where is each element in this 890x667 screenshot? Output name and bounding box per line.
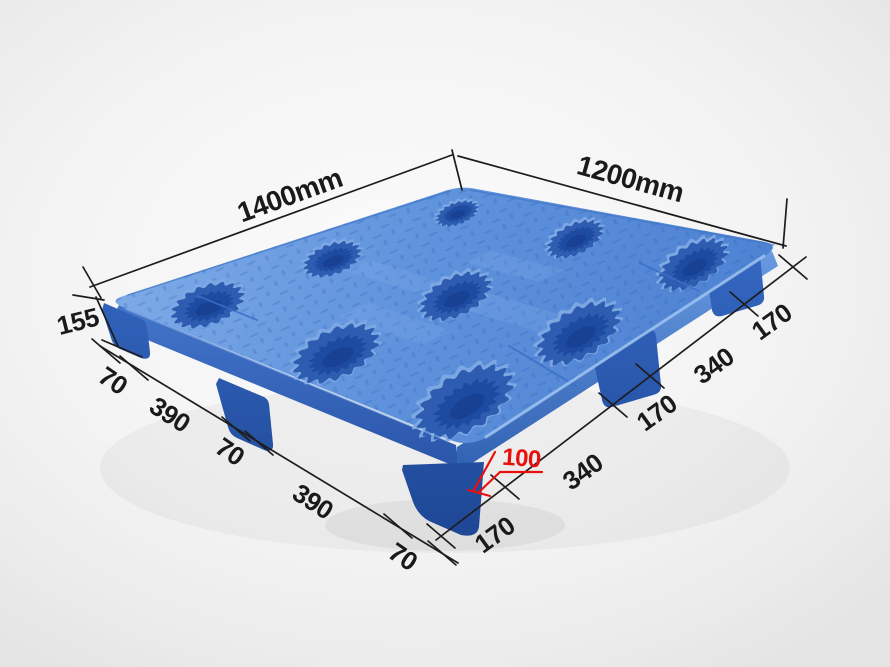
label-right-seg-340b: 340: [688, 341, 740, 390]
cup-floor: [322, 255, 344, 268]
dim-tick: [778, 254, 808, 280]
pallet-cup: [410, 359, 517, 442]
label-length-1400: 1400mm: [233, 162, 346, 228]
pallet-cup: [532, 297, 624, 368]
edge-line-far-right: [469, 189, 775, 246]
pallet-foot-left-corner: [102, 303, 151, 359]
cup-floor: [449, 393, 485, 420]
cup-floor: [195, 300, 223, 316]
pallet-foot-left-middle: [216, 378, 274, 451]
red-base-tick: [466, 488, 492, 498]
deck-edge-highlights: [125, 189, 775, 441]
pallet-cup: [416, 267, 494, 323]
cup-floor: [322, 347, 354, 368]
pallet-cup: [167, 278, 247, 330]
cup-floor: [566, 326, 596, 348]
edge-highlight-right: [484, 254, 766, 439]
dim-tick: [244, 430, 274, 456]
deck-groove: [508, 345, 577, 387]
deck-runner-patch: [343, 260, 443, 293]
dim-line-1200: [457, 155, 787, 247]
dim-line-1400: [89, 154, 453, 288]
pallet-wall-left: [116, 305, 459, 468]
dim-tick-1200-end: [782, 198, 788, 249]
dim-tick: [427, 540, 457, 566]
label-width-1200: 1200mm: [574, 149, 687, 208]
label-height-155: 155: [54, 302, 102, 341]
label-foot-height-100: 100: [501, 444, 541, 474]
dim-tick: [729, 291, 759, 317]
edge-highlight-left: [125, 308, 447, 441]
dim-tick: [119, 355, 149, 381]
edge-line-far-left: [127, 190, 451, 296]
dim-tick: [383, 513, 413, 539]
pallet-cup: [300, 237, 364, 279]
deck-runner-patch: [465, 250, 565, 282]
dim-tick-155-top: [72, 294, 105, 301]
dim-tick-155-bottom: [101, 339, 143, 358]
dim-tick: [598, 392, 628, 418]
red-leader-line: [477, 470, 502, 494]
dim-tick: [490, 474, 520, 500]
pallet-cup: [655, 234, 730, 293]
dim-tick-1400-end: [82, 266, 102, 299]
dim-tick: [91, 338, 121, 364]
cup-floor: [682, 258, 708, 277]
cup-floor: [449, 210, 466, 219]
pallet-cups: [167, 197, 730, 442]
pallet-cup: [289, 319, 382, 386]
dim-tick-apex: [451, 149, 463, 191]
deck-grooves: [197, 262, 700, 387]
deck-groove: [197, 295, 258, 321]
deck-runner-patch: [460, 293, 573, 334]
dimension-lines: [72, 149, 808, 566]
foot-height-annotation: [466, 450, 544, 498]
deck-runner-patch: [339, 302, 452, 345]
cup-floor: [444, 290, 470, 308]
pallet-cup: [544, 216, 605, 259]
label-left-seg-70a: 70: [93, 360, 133, 401]
pallet-foot-near-corner: [402, 462, 484, 536]
dim-tick: [221, 416, 251, 442]
dim-tick: [635, 363, 665, 389]
dim-line-155: [95, 296, 119, 347]
pallet-cup: [433, 197, 480, 227]
cup-floor: [566, 234, 587, 248]
red-edge-line: [472, 450, 497, 492]
deck-groove: [639, 262, 700, 292]
dim-tick: [426, 523, 456, 549]
